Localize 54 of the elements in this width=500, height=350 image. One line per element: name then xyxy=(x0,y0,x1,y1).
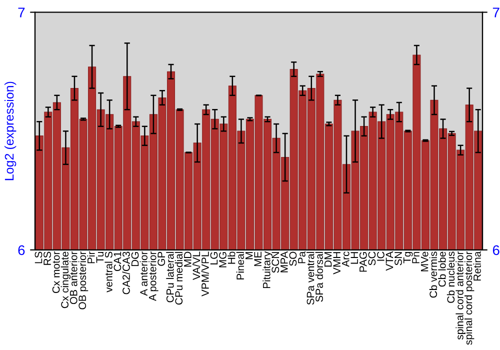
x-tick-label: Pn xyxy=(412,252,420,264)
x-tick-label: Retina xyxy=(473,251,481,281)
x-tick-label: SCN xyxy=(272,252,280,273)
x-tick-label: M xyxy=(246,252,253,260)
x-tick-label: ventral S xyxy=(104,252,112,292)
x-tick-label: Pineal xyxy=(236,252,244,280)
y2-tick-label: 6 xyxy=(492,245,500,256)
x-tick-label: Pa xyxy=(298,251,306,264)
x-tick-label: CA2/CA3 xyxy=(122,252,130,294)
x-tick-label: Pituitary xyxy=(262,251,272,288)
x-tick-label: LH xyxy=(350,252,358,264)
x-tick-label: SC xyxy=(368,252,376,266)
x-tick-label: CPu lateral xyxy=(166,252,174,302)
x-tick-label: SPa ventral xyxy=(306,252,314,305)
x-tick-label: SO xyxy=(289,252,297,266)
x-tick-label: MD xyxy=(184,252,192,267)
x-tick-label: OB anterior xyxy=(70,251,78,304)
x-tick-label: OB posterior xyxy=(78,251,88,310)
x-tick-label: VMH xyxy=(333,252,340,274)
x-tick-label: Tg xyxy=(403,252,413,264)
x-tick-label: VA/VL xyxy=(192,252,200,280)
x-tick-label: PAG xyxy=(359,252,367,272)
x-tick-label: spinal cord posterior xyxy=(464,251,474,345)
x-tick-label: LG xyxy=(210,252,218,264)
x-tick-label: VPM/VPL xyxy=(201,252,209,296)
x-tick-label: Cx motor xyxy=(52,251,60,294)
x-tick-label: Tu xyxy=(96,252,104,263)
x-tick-label: CA1 xyxy=(114,252,122,272)
y2-tick-label: 7 xyxy=(492,8,500,18)
x-tick-label: A anterior xyxy=(140,251,148,296)
x-tick-label: IC xyxy=(377,252,384,261)
x-tick-label: MG xyxy=(219,252,226,268)
x-tick-label: Hb xyxy=(228,252,236,264)
x-tick-label: A posterior xyxy=(148,251,158,302)
x-tick-label: ME xyxy=(254,252,262,266)
x-tick-label: SN xyxy=(394,252,402,266)
x-tick-label: DM xyxy=(324,252,332,267)
x-tick-label: spinal cord anterior xyxy=(456,251,466,340)
x-tick-label: SPa dorsal xyxy=(315,252,323,302)
x-tick-label: Cb lobe xyxy=(438,252,446,287)
y-axis-title: Log2 (expression) xyxy=(4,82,16,180)
x-tick-label: CPu medial xyxy=(174,252,183,305)
x-tick-label: Cx cingulate xyxy=(60,252,71,308)
x-tick-label: Cb vermis xyxy=(429,252,438,298)
x-tick-label: VTA xyxy=(386,251,394,271)
x-tick-label: MVe xyxy=(420,252,428,272)
x-tick-label: Arc xyxy=(342,252,350,267)
x-tick-label: DG xyxy=(131,252,139,266)
x-tick-label: LS xyxy=(34,252,42,264)
x-tick-label: Cb nucleus xyxy=(446,252,455,303)
x-tick-label: Pir xyxy=(87,251,95,264)
x-tick-label: MPA xyxy=(280,251,288,272)
x-tick-label: GP xyxy=(158,252,166,266)
x-tick-label: RS xyxy=(44,252,51,265)
